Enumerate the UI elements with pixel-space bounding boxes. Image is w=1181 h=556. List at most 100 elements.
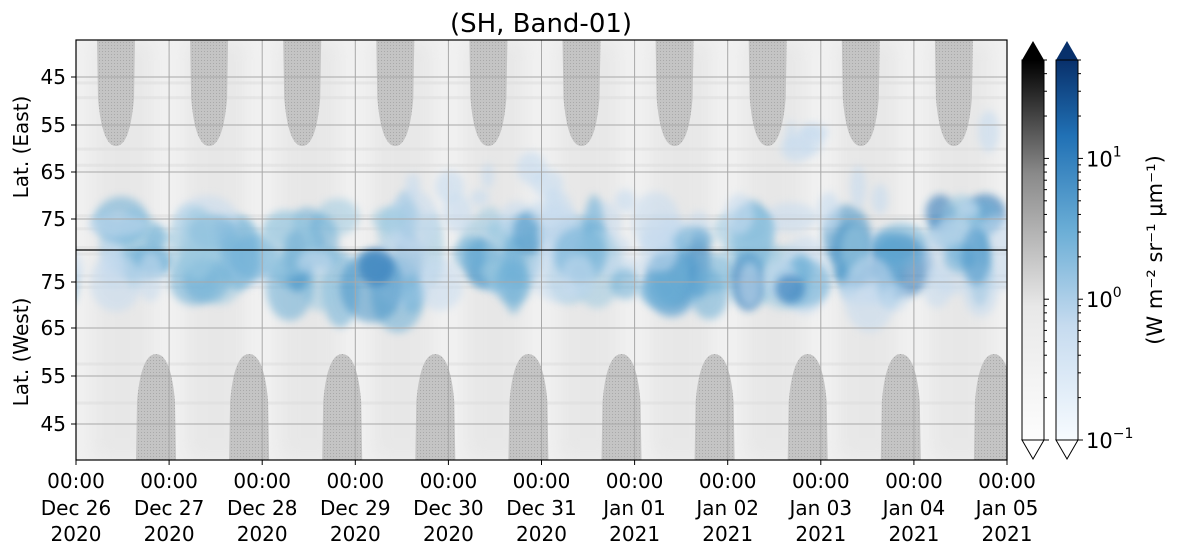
x-tick-year: 2021	[795, 522, 846, 546]
sunlit-mask-bottom	[694, 354, 735, 460]
aurora-wisp	[405, 173, 421, 197]
y-label-east: Lat. (East)	[9, 96, 33, 199]
chart-title: (SH, Band-01)	[450, 9, 632, 39]
sunlit-mask-bottom	[136, 354, 176, 460]
x-tick-year: 2021	[609, 522, 660, 546]
y-tick-label: 65	[41, 160, 66, 184]
aurora-wisp	[530, 200, 544, 223]
aurora-blob	[670, 226, 714, 252]
x-tick-time: 00:00	[699, 469, 757, 493]
x-tick-time: 00:00	[513, 469, 571, 493]
sunlit-mask-bottom	[415, 354, 456, 460]
aurora-blob	[775, 274, 805, 304]
aurora-wisp	[871, 183, 889, 215]
sunlit-mask-bottom	[322, 354, 363, 460]
sunlit-mask-top	[934, 40, 973, 146]
x-tick-time: 00:00	[978, 469, 1036, 493]
x-tick-date: Jan 03	[787, 496, 852, 520]
x-tick-time: 00:00	[47, 469, 105, 493]
sunlit-mask-bottom	[229, 354, 270, 460]
x-tick-date: Jan 02	[694, 496, 759, 520]
aurora-blob	[881, 283, 910, 311]
sunlit-mask-top	[748, 40, 787, 146]
sunlit-mask-bottom	[973, 354, 1007, 460]
aurora-blob	[738, 262, 762, 308]
aurora-blob	[400, 274, 422, 314]
sunlit-mask-top	[469, 40, 508, 146]
colorbar-label: (W m⁻² sr⁻¹ μm⁻¹)	[1143, 155, 1167, 345]
x-tick-date: Dec 27	[134, 496, 205, 520]
sunlit-mask-bottom	[787, 354, 828, 460]
y-label-west: Lat. (West)	[9, 298, 33, 407]
x-tick-time: 00:00	[792, 469, 850, 493]
x-tick-year: 2020	[423, 522, 474, 546]
colorbar-tick-label: 100	[1086, 285, 1122, 312]
x-tick-year: 2020	[51, 522, 102, 546]
sunlit-mask-bottom	[601, 354, 642, 460]
aurora-blob	[296, 250, 334, 276]
aurora-wisp	[540, 188, 563, 228]
sunlit-mask-bottom	[880, 354, 921, 460]
x-tick-year: 2021	[888, 522, 939, 546]
sunlit-mask-top	[97, 40, 135, 146]
aurora-wisp	[817, 191, 841, 232]
aurora-blob	[0, 242, 31, 273]
sunlit-mask-top	[655, 40, 694, 146]
aurora-wisp	[850, 165, 866, 209]
sunlit-mask-top	[562, 40, 601, 146]
aurora-blob	[76, 251, 84, 290]
y-tick-label: 55	[41, 364, 66, 388]
aurora-wisp	[724, 193, 754, 235]
x-tick-time: 00:00	[233, 469, 291, 493]
y-tick-label: 45	[41, 412, 66, 436]
aurora-blob	[0, 218, 35, 278]
aurora-wisp	[442, 193, 473, 233]
y-tick-label: 55	[41, 113, 66, 137]
blue-colorbar	[1055, 41, 1079, 460]
x-tick-time: 00:00	[326, 469, 384, 493]
sunlit-mask-top	[283, 40, 322, 146]
aurora-wisp	[780, 135, 813, 162]
aurora-blob	[765, 202, 818, 233]
x-tick-date: Jan 05	[974, 496, 1039, 520]
sunlit-mask	[97, 40, 1007, 460]
aurora-blob	[388, 189, 439, 253]
x-tick-date: Dec 28	[227, 496, 298, 520]
x-tick-year: 2020	[237, 522, 288, 546]
aurora-blob	[452, 236, 492, 271]
gray-colorbar-min-arrow	[1021, 439, 1045, 460]
aurora-blob	[493, 261, 533, 305]
aurora-wisp	[470, 189, 490, 206]
y-tick-label: 75	[41, 207, 66, 231]
y-tick-label: 75	[41, 270, 66, 294]
x-tick-time: 00:00	[140, 469, 198, 493]
aurora-wisp	[958, 200, 979, 219]
aurora-wisp	[481, 163, 494, 189]
x-tick-date: Jan 04	[881, 496, 946, 520]
aurora-blob	[178, 206, 218, 280]
aurora-blob	[961, 226, 991, 286]
x-tick-date: Dec 26	[41, 496, 112, 520]
x-tick-date: Jan 01	[601, 496, 666, 520]
aurora-blob	[357, 248, 395, 287]
x-tick-time: 00:00	[606, 469, 664, 493]
aurora-blob	[0, 228, 35, 294]
blue-colorbar-max-arrow	[1056, 41, 1078, 60]
x-tick-time: 00:00	[420, 469, 478, 493]
aurora-blob	[88, 212, 147, 238]
aurora-blob	[0, 222, 29, 247]
x-tick-date: Dec 30	[413, 496, 484, 520]
colorbar-tick-label: 101	[1086, 144, 1122, 171]
aurora-blob	[631, 191, 680, 252]
x-tick-year: 2020	[144, 522, 195, 546]
blue-colorbar-min-arrow	[1055, 439, 1079, 460]
y-axis: 45 55 65 75 75 65 55 45	[41, 65, 76, 436]
x-tick-year: 2021	[982, 522, 1033, 546]
gray-colorbar	[1021, 41, 1045, 460]
sunlit-mask-top	[841, 40, 880, 146]
sunlit-mask-top	[190, 40, 229, 146]
y-tick-label: 45	[41, 65, 66, 89]
aurora-blob	[843, 256, 897, 333]
